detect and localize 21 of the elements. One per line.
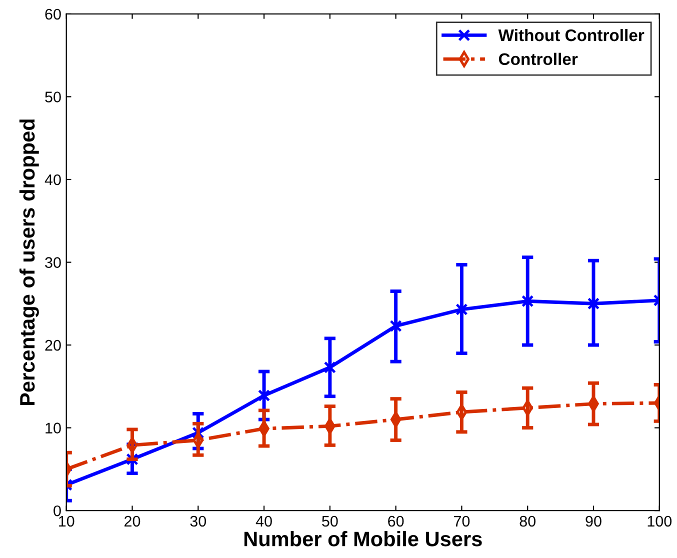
y-tick-label: 10 bbox=[46, 422, 61, 434]
legend-label: Controller bbox=[498, 52, 578, 66]
y-tick-label: 60 bbox=[45, 8, 61, 20]
x-tick-label: 30 bbox=[190, 516, 206, 527]
x-tick-label: 20 bbox=[124, 516, 140, 527]
y-tick-label: 30 bbox=[45, 257, 61, 268]
x-tick-label: 10 bbox=[59, 516, 74, 527]
x-axis-title: Number of Mobile Users bbox=[244, 531, 482, 546]
y-tick-label: 40 bbox=[44, 174, 61, 186]
x-tick-label: 80 bbox=[520, 516, 536, 527]
x-tick-label: 40 bbox=[256, 516, 272, 527]
x-tick-label: 70 bbox=[454, 516, 470, 527]
x-tick-label: 90 bbox=[586, 516, 602, 527]
y-tick-label: 0 bbox=[54, 505, 61, 516]
x-tick-label: 50 bbox=[322, 516, 338, 527]
legend-label: Without Controller bbox=[498, 28, 644, 42]
y-tick-label: 50 bbox=[45, 92, 61, 102]
y-tick-label: 20 bbox=[45, 340, 61, 351]
x-tick-label: 60 bbox=[388, 516, 404, 527]
x-tick-label: 100 bbox=[648, 516, 672, 527]
y-axis-title: Percentage of users dropped bbox=[19, 119, 39, 405]
